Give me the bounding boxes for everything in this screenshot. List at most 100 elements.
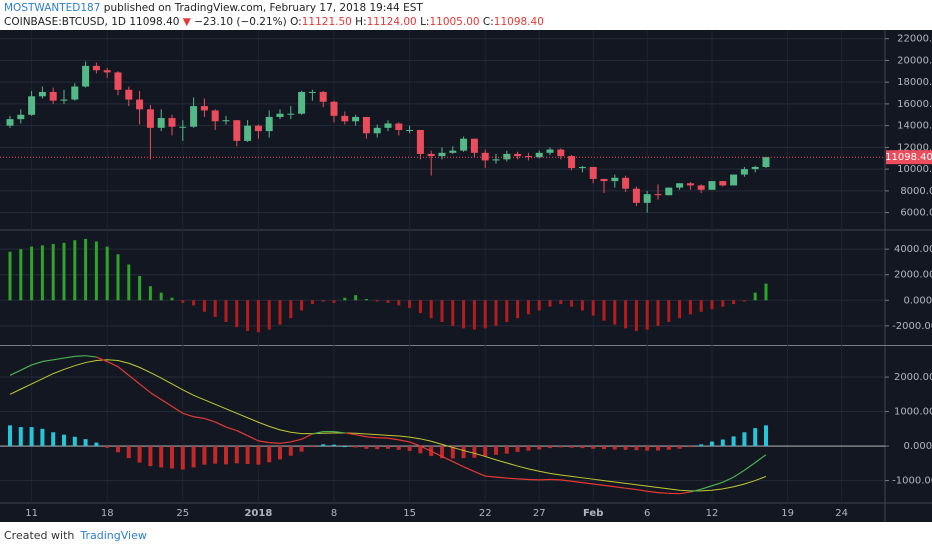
macd-histogram-bar xyxy=(580,446,585,449)
histogram-bar xyxy=(300,300,304,311)
y-tick-label: 18000.00 xyxy=(897,77,932,88)
macd-line-segment xyxy=(430,450,443,457)
macd-line-segment xyxy=(474,471,486,477)
macd-histogram-bar xyxy=(396,446,401,450)
macd-histogram-bar xyxy=(612,446,617,450)
macd-line-segment xyxy=(636,488,648,492)
histogram-bar xyxy=(645,300,649,330)
price: 11098.40 xyxy=(129,16,180,28)
macd-histogram-bar xyxy=(472,446,477,458)
histogram-bar xyxy=(537,300,541,311)
candle-body xyxy=(233,120,241,141)
author[interactable]: MOSTWANTED187 xyxy=(4,2,101,14)
macd-line-segment xyxy=(657,492,669,494)
candle-body xyxy=(244,125,252,141)
candle-body xyxy=(222,120,230,122)
candle-body xyxy=(352,116,360,122)
candle-body xyxy=(125,89,133,100)
macd-line-segment xyxy=(409,441,421,447)
macd-line-segment xyxy=(571,480,583,484)
histogram-bar xyxy=(202,300,206,312)
candle-body xyxy=(589,166,597,179)
macd-line-segment xyxy=(128,374,140,385)
macd-histogram-bar xyxy=(645,446,650,451)
candle-body xyxy=(654,194,662,196)
open: 11121.50 xyxy=(301,16,352,28)
x-tick-label: 22 xyxy=(479,508,492,519)
candle-body xyxy=(157,118,165,128)
histogram-bar xyxy=(548,300,552,307)
candle-body xyxy=(82,65,90,87)
x-tick-label: 8 xyxy=(331,508,337,519)
macd-line-segment xyxy=(711,481,723,487)
histogram-bar xyxy=(278,300,282,325)
histogram-bar xyxy=(667,300,671,322)
macd-histogram-bar xyxy=(569,446,574,448)
histogram-bar xyxy=(62,242,66,301)
macd-line-segment xyxy=(614,486,626,489)
macd-histogram-bar xyxy=(180,446,185,470)
candle-body xyxy=(28,96,36,115)
histogram-bar xyxy=(343,297,347,301)
histogram-bar xyxy=(429,300,433,319)
macd-histogram-bar xyxy=(8,425,12,447)
histogram-bar xyxy=(375,300,379,302)
macd-histogram-bar xyxy=(537,446,542,450)
l-label: L: xyxy=(420,16,430,28)
candle-body xyxy=(535,152,543,158)
macd-line-segment xyxy=(236,429,248,437)
histogram-bar xyxy=(634,300,638,331)
x-tick-label: 15 xyxy=(403,508,416,519)
macd-histogram-bar xyxy=(234,446,239,464)
last-price-label: 11098.40 xyxy=(885,152,932,163)
macd-histogram-bar xyxy=(720,439,725,447)
histogram-bar xyxy=(483,300,487,329)
macd-histogram-bar xyxy=(364,446,369,449)
brand[interactable]: TradingView xyxy=(80,529,147,542)
macd-histogram-bar xyxy=(126,446,131,459)
macd-histogram-bar xyxy=(72,436,77,447)
macd-line-segment xyxy=(441,455,454,463)
candle-body xyxy=(103,70,111,73)
macd-line-segment xyxy=(701,485,713,490)
candle-body xyxy=(60,99,68,101)
arrow: ▼ xyxy=(182,16,191,28)
candle-body xyxy=(406,130,414,131)
histogram-bar xyxy=(267,300,271,330)
histogram-bar xyxy=(742,300,746,302)
histogram-bar xyxy=(418,300,422,314)
candle-body xyxy=(265,116,273,132)
change: −23.10 (−0.21%) xyxy=(194,16,287,28)
histogram-bar xyxy=(73,240,77,301)
macd-histogram-bar xyxy=(310,446,315,448)
candle-body xyxy=(676,183,684,188)
last-price-box xyxy=(886,150,932,165)
histogram-bar xyxy=(688,300,692,315)
y-tick-label: 8000.00 xyxy=(900,186,932,197)
macd-histogram-bar xyxy=(321,444,326,447)
histogram-bar xyxy=(462,300,466,329)
macd-line-segment xyxy=(269,442,281,444)
candle-body xyxy=(341,115,349,122)
candle-body xyxy=(211,110,219,122)
symbol: COINBASE:BTCUSD, 1D xyxy=(4,16,126,28)
high: 11124.00 xyxy=(366,16,417,28)
histogram-bar xyxy=(84,238,88,301)
candle-body xyxy=(92,65,100,71)
histogram-bar xyxy=(570,300,574,307)
macd-histogram-bar xyxy=(256,446,261,465)
macd-histogram-bar xyxy=(159,446,164,468)
macd-histogram-bar xyxy=(634,446,639,451)
macd-histogram-bar xyxy=(591,446,596,449)
candle-body xyxy=(524,156,532,158)
macd-histogram-bar xyxy=(83,439,88,447)
histogram-bar xyxy=(516,300,520,319)
macd-histogram-bar xyxy=(386,446,390,449)
macd-line-segment xyxy=(171,405,184,414)
candle-body xyxy=(492,159,500,161)
macd-line-segment xyxy=(279,441,291,444)
created-with: Created with xyxy=(4,529,75,542)
macd-histogram-bar xyxy=(170,446,174,469)
candle-body xyxy=(287,113,295,115)
macd-line-segment xyxy=(225,426,237,432)
